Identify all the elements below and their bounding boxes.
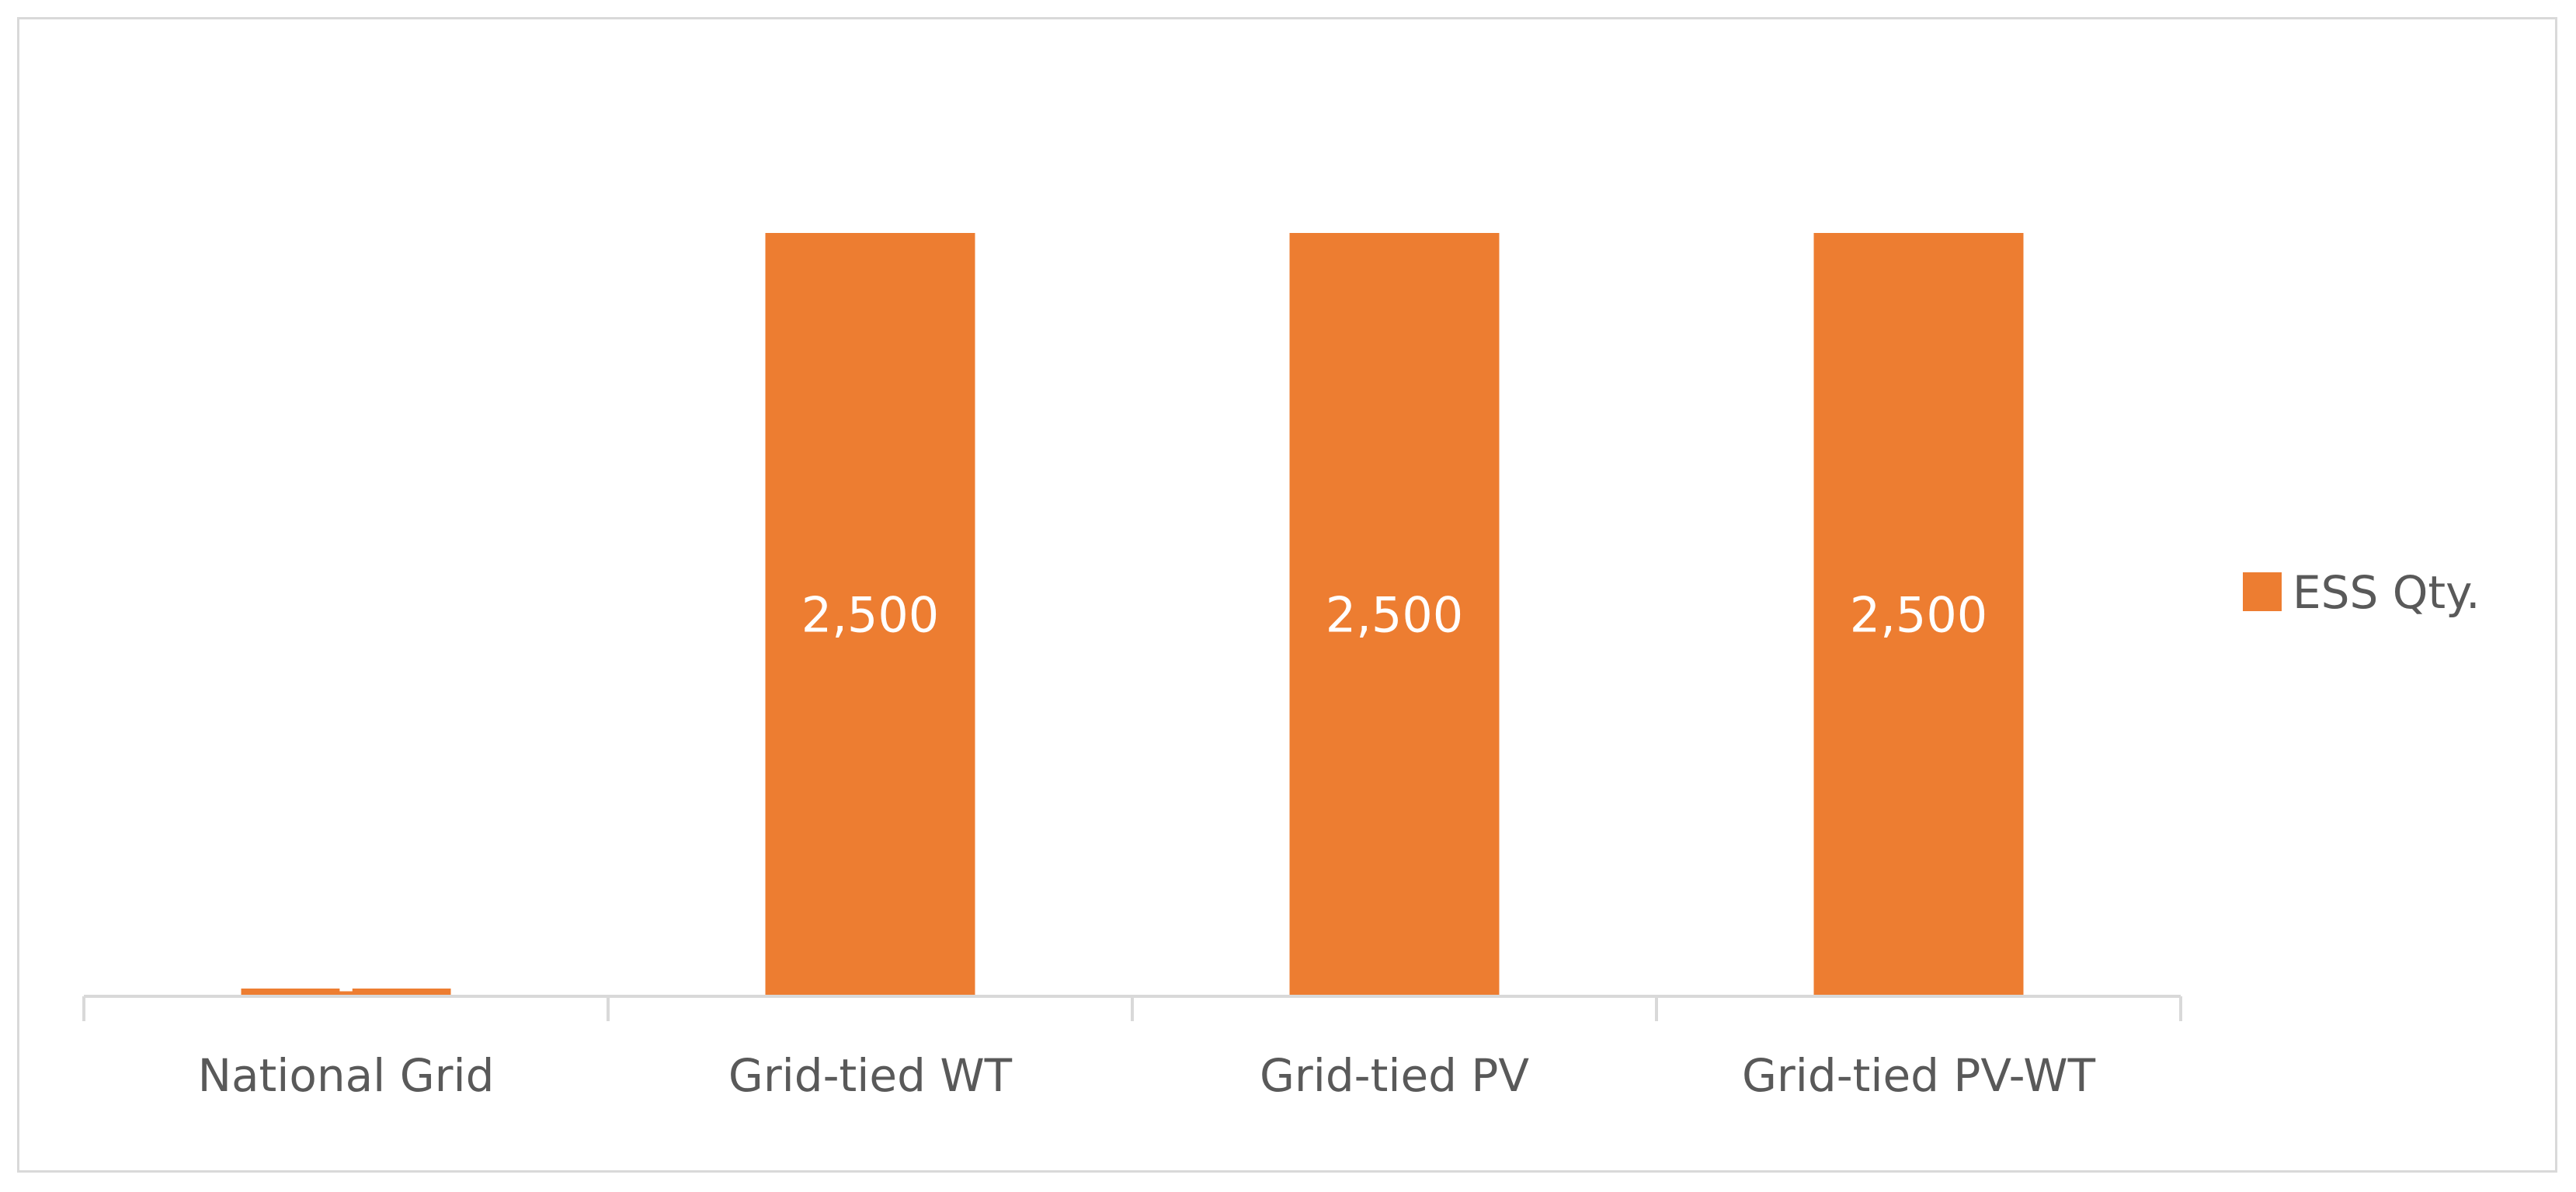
legend-label-ess-qty: ESS Qty. [2293,566,2480,619]
chart-frame [17,17,2557,1173]
bar-national-grid [241,989,451,996]
legend-swatch-ess-qty [2243,572,2282,611]
legend: ESS Qty. [2243,566,2480,619]
data-labels-group: - 2,500 2,500 2,500 [337,587,1987,1015]
category-label-national-grid: National Grid [198,1049,495,1102]
data-label-national-grid: - [337,957,354,1014]
category-label-grid-tied-wt: Grid-tied WT [728,1049,1013,1102]
category-labels-group: National Grid Grid-tied WT Grid-tied PV Gri… [198,1049,2096,1102]
data-label-grid-tied-wt: 2,500 [801,587,940,644]
bar-grid-tied-pv [1289,233,1500,996]
bar-grid-tied-pv-wt [1813,233,2024,996]
x-axis [82,995,2182,1021]
bar-grid-tied-wt [765,233,975,996]
bars-group [241,233,2024,996]
data-label-grid-tied-pv-wt: 2,500 [1850,587,1988,644]
category-label-grid-tied-pv: Grid-tied PV [1260,1049,1529,1102]
category-label-grid-tied-pv-wt: Grid-tied PV-WT [1742,1049,2096,1102]
data-label-grid-tied-pv: 2,500 [1326,587,1464,644]
